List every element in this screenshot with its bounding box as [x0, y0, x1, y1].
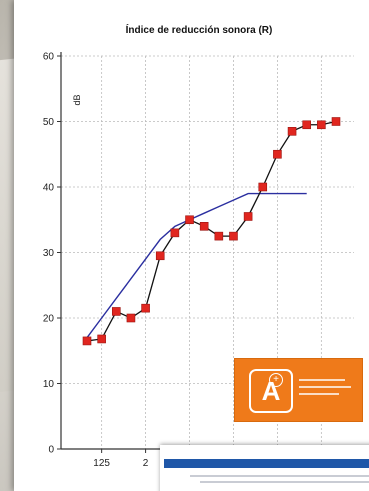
measured-point [331, 117, 341, 126]
measured-point [126, 313, 136, 323]
y-tick-label: 60 [43, 52, 55, 63]
series [82, 117, 341, 346]
x-tick-label: 125 [93, 458, 110, 469]
measured-point [97, 334, 106, 344]
measured-point [170, 228, 180, 238]
plus-circle-icon: + [269, 373, 283, 387]
measured-point [243, 212, 253, 221]
measured-point [273, 149, 282, 159]
measured-point [185, 215, 194, 225]
measured-point [317, 120, 326, 130]
y-tick-label: 40 [43, 183, 55, 194]
y-axis-label: dB [72, 94, 82, 105]
measured-point [229, 231, 238, 241]
y-tick-label: 0 [48, 445, 54, 456]
document-text-line [190, 475, 369, 477]
x-tick-label: 2 [143, 458, 149, 469]
measured-point [111, 307, 121, 316]
y-tick-label: 20 [43, 314, 55, 325]
measured-point [287, 127, 297, 136]
y-tick-label: 30 [43, 248, 55, 259]
measured-point [258, 182, 268, 192]
overlapping-document [160, 445, 369, 491]
badge-text-line [299, 393, 339, 395]
badge-text-line [299, 379, 345, 381]
badge-text-line [299, 386, 351, 388]
measured-point [302, 120, 312, 130]
chart-card: Índice de reducción sonora (R) dB 0 10 20 3… [14, 0, 369, 491]
a-plus-badge: A + [234, 358, 363, 422]
measured-point [155, 251, 165, 261]
y-tick-label: 50 [43, 117, 55, 128]
measured-point [214, 231, 224, 241]
document-header-bar [164, 459, 369, 468]
measured-curve-line [86, 120, 337, 342]
measured-point [199, 222, 209, 231]
reference-curve-line [86, 192, 307, 339]
y-tick-label: 10 [43, 379, 55, 390]
measured-point [82, 336, 92, 346]
document-text-line [200, 481, 369, 483]
measured-point [141, 303, 150, 313]
chart-title: Índice de reducción sonora (R) [126, 23, 273, 36]
